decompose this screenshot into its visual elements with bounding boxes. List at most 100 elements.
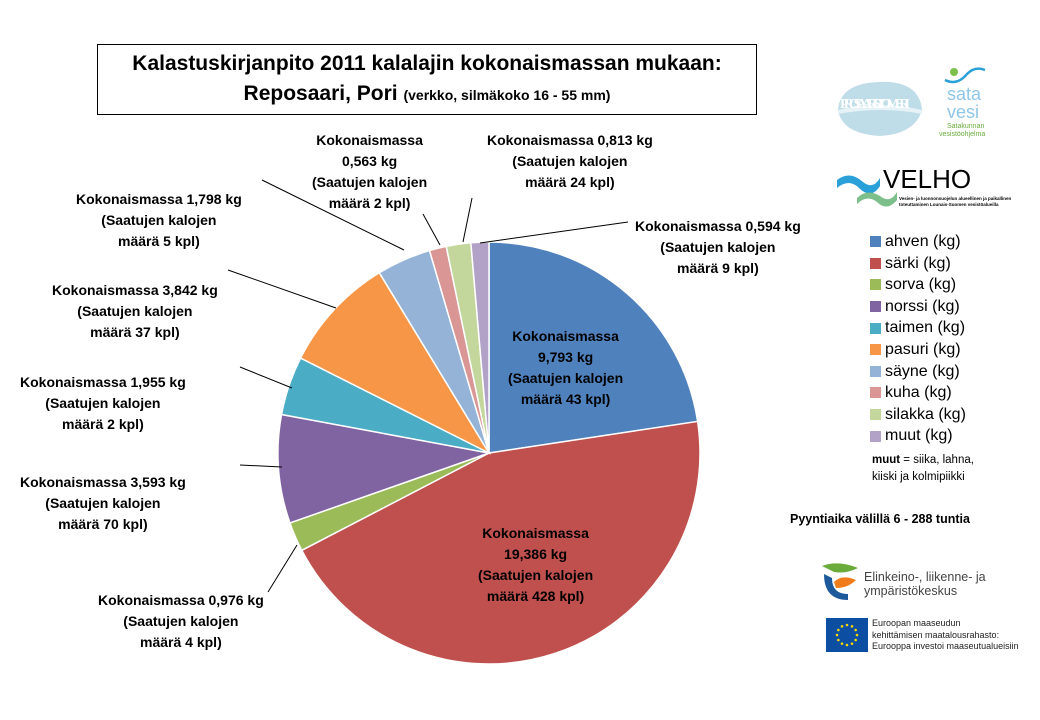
eu-star — [837, 628, 840, 632]
eu-star — [845, 643, 849, 647]
data-label-line: (Saatujen kalojen — [312, 174, 428, 190]
legend-label: sorva (kg) — [885, 276, 957, 294]
legend-swatch — [870, 236, 881, 248]
eu-star — [845, 623, 849, 627]
velho-sub2: toteuttaminen Lounais-Suomen vesistöalue… — [899, 202, 999, 207]
ely-logo — [822, 563, 858, 600]
pie-slice-ahven — [488, 241, 699, 454]
leader-line — [239, 366, 293, 389]
leader-line — [227, 269, 337, 309]
data-label-line: (Saatujen kalojen — [101, 212, 217, 228]
legend-swatch — [870, 365, 881, 377]
legend-item: taimen (kg) — [870, 317, 966, 339]
data-label-line: määrä 37 kpl) — [90, 324, 180, 340]
data-label-line: määrä 5 kpl) — [118, 233, 200, 249]
ely-text: Elinkeino-, liikenne- ja ympäristökeskus — [864, 570, 986, 598]
pie-slice-norssi — [277, 413, 492, 524]
satavesi-name2: vesi — [947, 102, 979, 122]
data-label-line: (Saatujen kalojen — [512, 153, 628, 169]
legend-swatch — [870, 257, 881, 269]
satavesi-name1: sata — [947, 84, 982, 104]
ely-line2: ympäristökeskus — [864, 584, 958, 598]
eu-star — [854, 628, 857, 632]
data-label-norssi: Kokonaismassa 3,593 kg (Saatujen kalojen m… — [20, 472, 186, 535]
eu-star — [850, 625, 854, 628]
eu-line1: Euroopan maaseudun — [872, 618, 961, 628]
eu-star — [840, 642, 844, 645]
legend-label: kuha (kg) — [885, 384, 952, 402]
legend-swatch — [870, 344, 881, 356]
note-line2: kiiski ja kolmipiikki — [872, 471, 965, 483]
legend-item: säyne (kg) — [870, 361, 966, 383]
legend-label: taimen (kg) — [885, 319, 966, 337]
legend-swatch — [870, 322, 881, 334]
legend-item: norssi (kg) — [870, 296, 966, 318]
legend-item: muut (kg) — [870, 425, 966, 447]
eu-star — [854, 638, 857, 642]
data-label-line: Kokonaismassa — [316, 132, 423, 148]
legend-swatch — [870, 387, 881, 399]
data-label-sorva: Kokonaismassa 0,976 kg (Saatujen kalojen m… — [98, 590, 264, 653]
leader-line — [422, 213, 441, 246]
data-label-line: (Saatujen kalojen — [508, 370, 624, 386]
eu-star — [835, 633, 839, 637]
leader-line — [261, 179, 405, 251]
legend-label: norssi (kg) — [885, 297, 960, 315]
data-label-taimen: Kokonaismassa 1,955 kg (Saatujen kalojen m… — [20, 372, 186, 435]
pro-saaristomeri-logo: PRO SAARISTOMERI — [838, 81, 922, 136]
data-label-line: määrä 2 kpl) — [62, 416, 144, 432]
legend-swatch — [870, 301, 881, 313]
legend-item: silakka (kg) — [870, 404, 966, 426]
data-label-line: määrä 9 kpl) — [677, 260, 759, 276]
note-bold: muut — [872, 454, 901, 466]
data-label-line: Kokonaismassa 3,842 kg — [52, 282, 218, 298]
velho-name: VELHO — [883, 164, 971, 194]
data-label-line: määrä 24 kpl) — [525, 174, 615, 190]
data-label-line: 0,563 kg — [341, 153, 398, 169]
data-label-line: (Saatujen kalojen — [77, 303, 193, 319]
data-label-line: Kokonaismassa 0,976 kg — [98, 592, 264, 608]
data-label-line: Kokonaismassa — [512, 328, 619, 344]
legend-label: silakka (kg) — [885, 405, 966, 423]
title-line2-wrap: Reposaari, Pori (verkko, silmäkoko 16 - … — [98, 79, 756, 110]
data-label-line: määrä 2 kpl) — [328, 195, 411, 211]
legend-item: sorva (kg) — [870, 274, 966, 296]
eu-star — [855, 633, 859, 637]
chart-title: Kalastuskirjanpito 2011 kalalajin kokona… — [97, 44, 757, 115]
data-label-line: määrä 4 kpl) — [140, 634, 222, 650]
legend-label: säyne (kg) — [885, 362, 960, 380]
data-label-line: määrä 70 kpl) — [58, 516, 148, 532]
satavesi-logo: sata vesi Satakunnan vesistöohjelma — [939, 67, 986, 138]
title-line2: Reposaari, Pori — [243, 82, 398, 105]
leader-line — [239, 464, 283, 468]
data-label-säyne: Kokonaismassa 1,798 kg (Saatujen kalojen m… — [76, 189, 242, 252]
data-label-line: Kokonaismassa 0,813 kg — [487, 132, 653, 148]
eu-star — [837, 638, 840, 642]
pro-logo-text: PRO SAARISTOMERI — [840, 97, 910, 112]
leader-line — [479, 221, 629, 244]
satavesi-sub2: vesistöohjelma — [939, 131, 985, 138]
data-label-line: määrä 43 kpl) — [520, 391, 611, 407]
data-label-line: määrä 428 kpl) — [486, 588, 585, 604]
title-subtitle: (verkko, silmäkoko 16 - 55 mm) — [403, 87, 611, 103]
legend-label: särki (kg) — [885, 254, 951, 272]
legend-note: muut = siika, lahna, kiiski ja kolmipiikk… — [872, 452, 974, 486]
note-rest: = siika, lahna, — [900, 454, 974, 466]
data-label-silakka: Kokonaismassa 0,813 kg (Saatujen kalojen m… — [487, 130, 653, 193]
data-label-line: 9,793 kg — [537, 349, 594, 365]
leader-line — [462, 197, 473, 243]
eu-star — [840, 625, 844, 628]
eu-line2: kehittämisen maatalousrahasto: — [872, 629, 1000, 640]
legend-swatch — [870, 430, 881, 442]
eu-text: Euroopan maaseudun kehittämisen maatalous… — [872, 618, 1019, 653]
legend-swatch — [870, 409, 881, 421]
data-label-ahven: Kokonaismassa 9,793 kg (Saatujen kalojen mä… — [508, 326, 623, 410]
satavesi-sub1: Satakunnan — [947, 123, 984, 130]
data-label-line: Kokonaismassa 1,955 kg — [20, 374, 186, 390]
fishing-time-note: Pyyntiaika välillä 6 - 288 tuntia — [790, 512, 970, 526]
ely-line1: Elinkeino-, liikenne- ja — [864, 570, 986, 584]
title-line1: Kalastuskirjanpito 2011 kalalajin kokona… — [132, 52, 722, 75]
data-label-särki: Kokonaismassa 19,386 kg (Saatujen kalojen m… — [478, 523, 593, 607]
data-label-line: Kokonaismassa 0,594 kg — [635, 218, 801, 234]
